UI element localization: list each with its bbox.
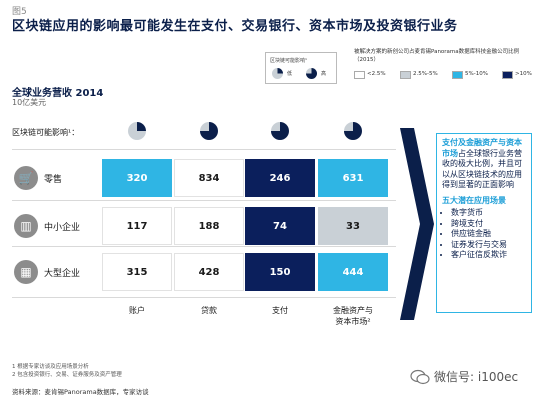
city-icon: ▦	[14, 260, 38, 284]
data-cell: 631	[318, 159, 388, 197]
impact-legend-title: 区块链可能影响¹	[270, 58, 308, 64]
row-divider	[12, 200, 396, 201]
high-impact-pie-icon	[306, 68, 317, 79]
row-label: 中小企业	[44, 223, 81, 233]
share-legend-swatch	[502, 71, 513, 79]
use-case-item: 数字货币	[451, 208, 526, 219]
use-case-item: 证券发行与交易	[451, 240, 526, 251]
data-cell: 834	[174, 159, 244, 197]
row-divider	[12, 246, 396, 247]
data-cell: 33	[318, 207, 388, 245]
data-cell: 320	[102, 159, 172, 197]
watermark-text: 微信号: i100ec	[434, 370, 519, 384]
watermark: 微信号: i100ec	[410, 368, 518, 385]
data-cell: 117	[102, 207, 172, 245]
data-cell: 428	[174, 253, 244, 291]
footnote-1: 1 根据专家访谈及应用场景分析	[12, 364, 89, 370]
share-legend-label: 2.5%-5%	[413, 71, 438, 77]
use-case-item: 客户征信反欺诈	[451, 250, 526, 261]
share-legend-title: 被解决方案的新创公司占麦肯锡Panorama数据库科技金融公司比例（2015）	[354, 49, 520, 63]
column-label: 账户	[129, 306, 145, 315]
row-label: 大型企业	[44, 269, 81, 279]
column-label: 贷款	[201, 306, 217, 315]
share-legend-swatch	[354, 71, 365, 79]
data-cell: 188	[174, 207, 244, 245]
impact-pie-icon	[344, 122, 362, 140]
impact-legend: 区块链可能影响¹ 低 高	[265, 52, 337, 84]
summary-text: 占全球银行业务营收的极大比例，并且可以从区块链技术的应用得到显著的正面影响	[442, 148, 522, 190]
low-impact-label: 低	[287, 71, 293, 77]
footnote-2: 2 包含投资银行、交易、证券服务及资产管理	[12, 372, 122, 378]
data-cell: 74	[245, 207, 315, 245]
row-divider	[12, 297, 396, 298]
share-legend-label: <2.5%	[367, 71, 386, 77]
data-cell: 246	[245, 159, 315, 197]
share-legend: 被解决方案的新创公司占麦肯锡Panorama数据库科技金融公司比例（2015） …	[354, 48, 532, 82]
data-cell: 150	[245, 253, 315, 291]
share-legend-swatch	[452, 71, 463, 79]
impact-pie-icon	[200, 122, 218, 140]
cart-icon: 🛒	[14, 166, 38, 190]
arrow-shape	[400, 128, 434, 320]
building-icon: ▥	[14, 214, 38, 238]
summary-box: 支付及金融资产与资本市场占全球银行业务营收的极大比例，并且可以从区块链技术的应用…	[436, 133, 532, 313]
wechat-icon	[410, 369, 430, 384]
data-cell: 315	[102, 253, 172, 291]
impact-pie-icon	[271, 122, 289, 140]
row-divider	[12, 149, 396, 150]
use-case-item: 跨境支付	[451, 219, 526, 230]
low-impact-pie-icon	[272, 68, 283, 79]
row-label: 零售	[44, 175, 63, 185]
figure-label: 图5	[12, 7, 27, 17]
impact-row-label: 区块链可能影响¹：	[12, 128, 80, 137]
share-legend-swatch	[400, 71, 411, 79]
data-cell: 444	[318, 253, 388, 291]
use-cases-heading: 五大潜在应用场景	[442, 195, 506, 205]
high-impact-label: 高	[321, 71, 327, 77]
use-case-item: 供应链金融	[451, 229, 526, 240]
column-label: 支付	[272, 306, 288, 315]
chart-subtitle: 10亿美元	[12, 98, 47, 107]
share-legend-label: 5%-10%	[465, 71, 488, 77]
main-title: 区块链应用的影响最可能发生在支付、交易银行、资本市场及投资银行业务	[12, 19, 458, 34]
summary-highlight: 支付及金融资产与资本市场	[442, 138, 522, 158]
impact-pie-icon	[128, 122, 146, 140]
column-label: 金融资产与 资本市场²	[333, 306, 373, 326]
share-legend-label: >10%	[515, 71, 532, 77]
chart-title: 全球业务营收 2014	[12, 88, 104, 99]
source-note: 资料来源：麦肯锡Panorama数据库，专家访谈	[12, 388, 149, 396]
